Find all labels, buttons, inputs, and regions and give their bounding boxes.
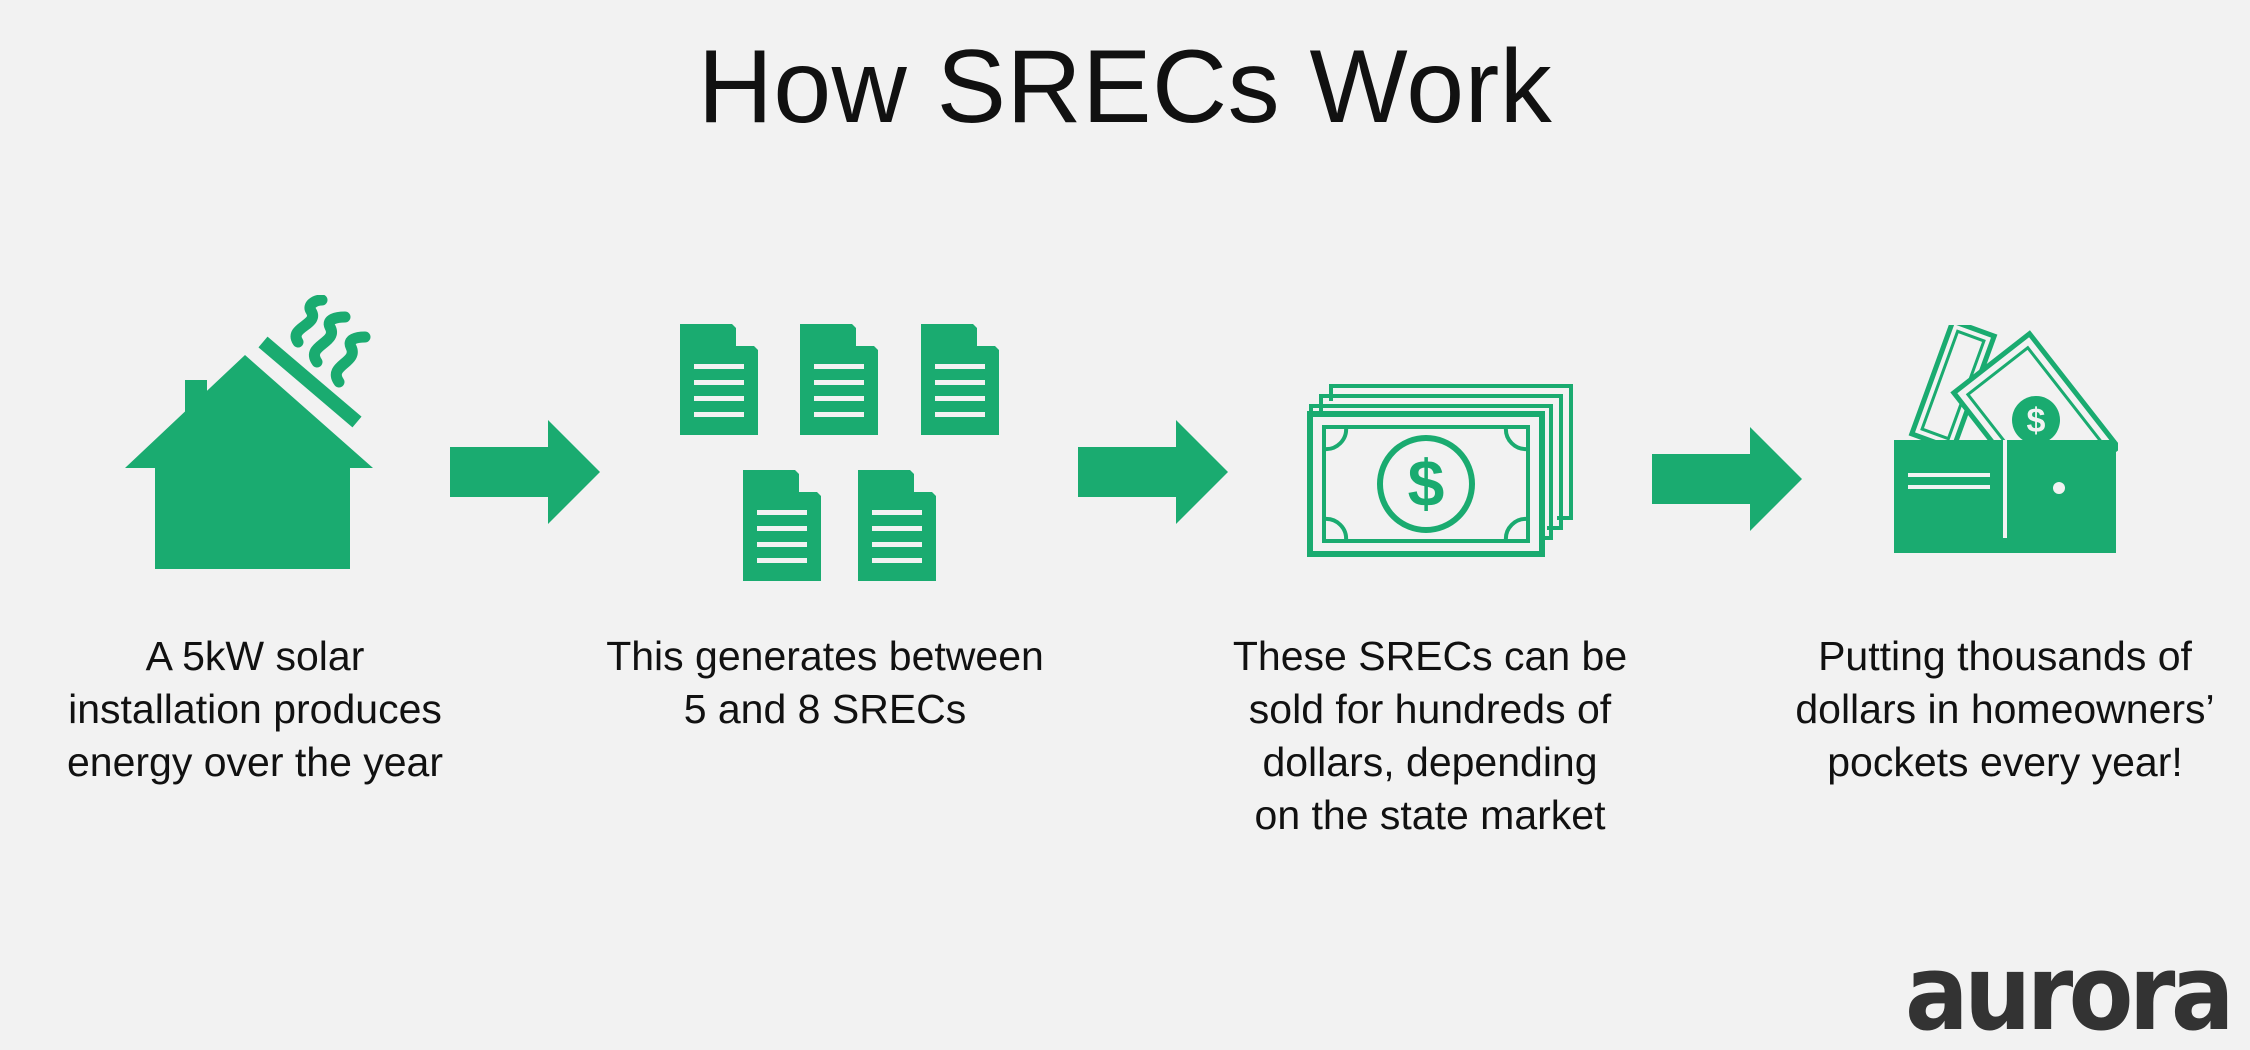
caption-line: energy over the year [66,739,444,785]
arrow-right-icon [1652,427,1802,531]
caption-line: pockets every year! [1827,739,2183,785]
page-title: How SRECs Work [697,29,1553,145]
caption-line: A 5kW solar [145,633,365,679]
logo-text: aurora [1905,945,2230,1045]
step-4-caption: Putting thousands of dollars in homeowne… [1755,630,2250,789]
caption-line: 5 and 8 SRECs [683,686,967,732]
solar-house-icon [125,295,373,569]
caption-line: These SRECs can be [1232,633,1628,679]
wallet-icon: $ [1894,325,2118,553]
caption-line: installation produces [68,686,442,732]
step-3-caption: These SRECs can be sold for hundreds of … [1200,630,1660,842]
step-2-caption: This generates between 5 and 8 SRECs [580,630,1070,736]
caption-line: This generates between [606,633,1044,679]
caption-line: dollars in homeowners’ [1795,686,2215,732]
caption-line: Putting thousands of [1818,633,2192,679]
step-1-caption: A 5kW solar installation produces energy… [15,630,495,789]
caption-line: sold for hundreds of [1248,686,1612,732]
money-stack-icon: $ [1307,384,1573,557]
caption-line: dollars, depending [1262,739,1598,785]
arrow-right-icon [450,420,600,524]
documents-icon [680,324,999,581]
aurora-logo: aurora [1905,945,2235,1045]
arrow-right-icon [1078,420,1228,524]
svg-text:$: $ [2027,402,2046,440]
caption-line: on the state market [1254,792,1606,838]
svg-text:$: $ [1408,446,1445,520]
